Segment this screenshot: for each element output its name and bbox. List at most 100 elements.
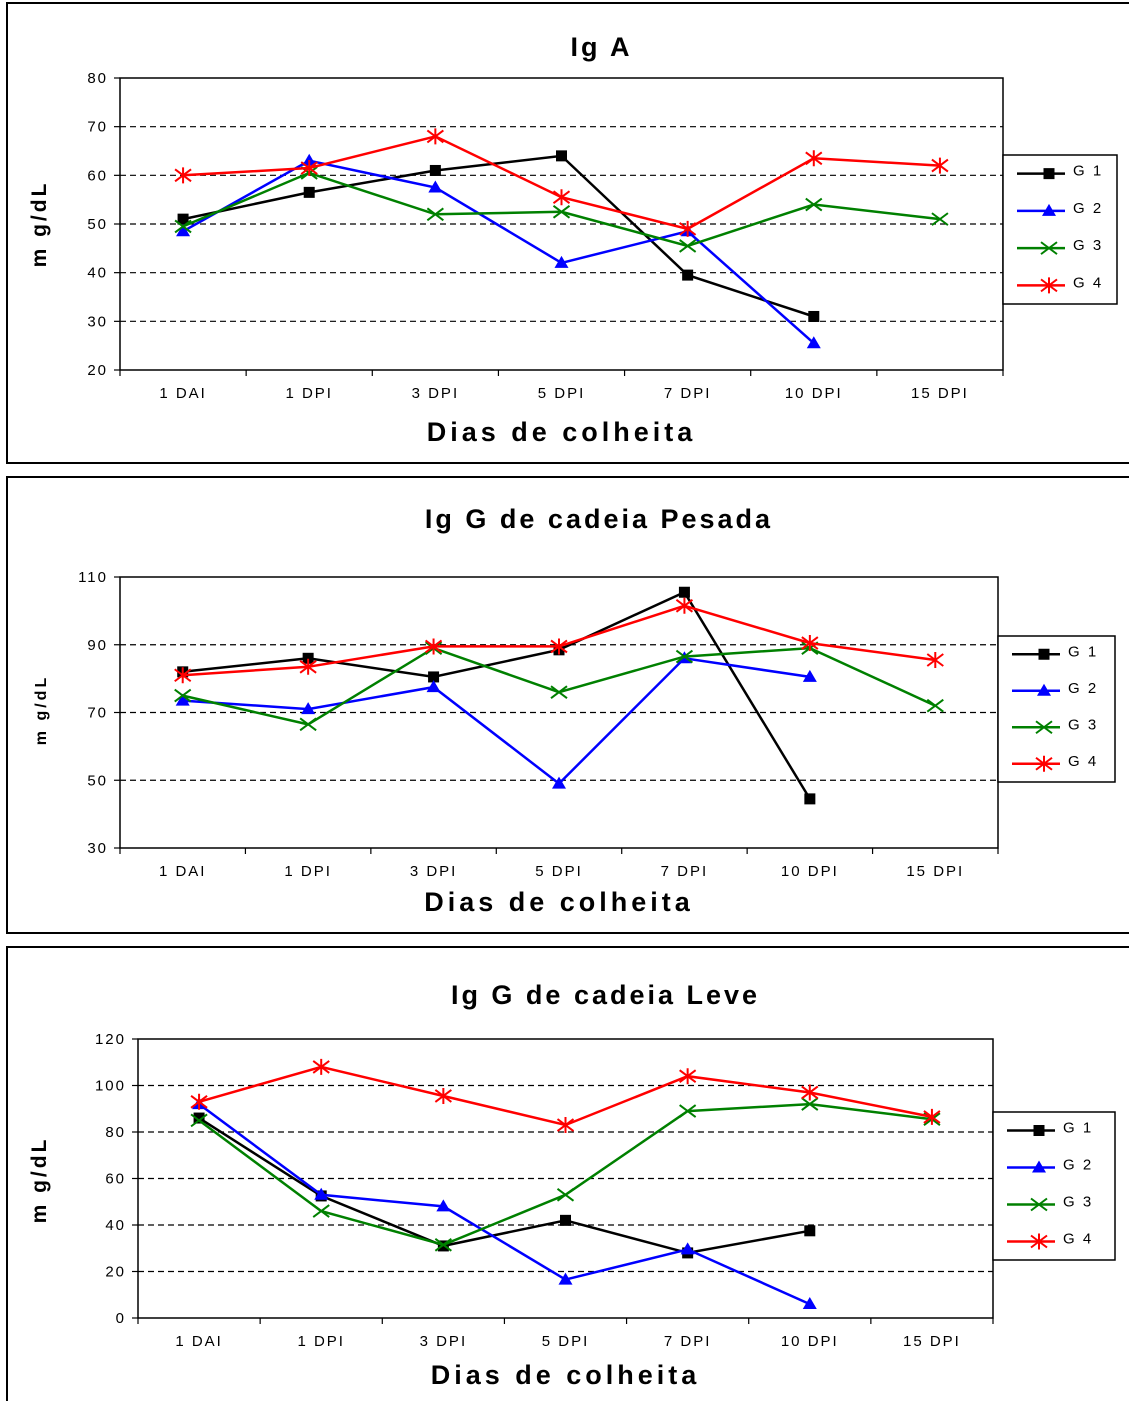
legend-marker-g1 <box>1043 168 1055 180</box>
data-point-g1 <box>556 150 567 162</box>
data-point-g1 <box>804 1225 816 1237</box>
legend-marker-g4 <box>1030 1233 1048 1250</box>
x-tick-label: 7 DPI <box>661 863 709 880</box>
legend-marker-g2 <box>1032 1160 1046 1173</box>
data-point-g2 <box>806 336 821 349</box>
data-point-g3 <box>675 649 694 664</box>
data-point-g4 <box>424 638 443 655</box>
y-axis-label: m g/dL <box>28 181 51 268</box>
data-point-g4 <box>801 1084 819 1101</box>
data-point-g3 <box>190 1113 208 1128</box>
series-g1 <box>177 150 820 322</box>
chart-igg-leve: Ig G de cadeia Leve 0 20 40 60 80 100 120 1 DAI 1… <box>28 980 1116 1390</box>
data-point-g4 <box>552 189 571 206</box>
x-tick-label: 3 DPI <box>412 385 460 402</box>
data-point-g3 <box>312 1204 330 1218</box>
x-tick-label: 5 DPI <box>542 1333 590 1350</box>
legend-label-g3: G 3 <box>1063 1194 1093 1211</box>
data-point-g3 <box>805 197 823 212</box>
x-tick-label: 15 DPI <box>903 1333 961 1350</box>
y-tick-label: 20 <box>87 362 108 379</box>
data-point-g4 <box>923 1108 941 1125</box>
data-point-g2 <box>302 153 317 166</box>
y-axis-label: m g/dL <box>28 1137 51 1224</box>
y-tick-label: 30 <box>87 313 108 330</box>
data-point-g3 <box>679 239 697 253</box>
series-line-g1 <box>182 154 815 318</box>
data-point-g4 <box>926 651 944 668</box>
series-g4 <box>190 1058 941 1134</box>
data-point-g4 <box>805 150 823 167</box>
legend-box <box>1002 154 1118 305</box>
data-point-g1 <box>429 164 441 176</box>
series-g3 <box>174 641 944 732</box>
data-point-g4 <box>426 128 444 145</box>
data-point-g3 <box>931 212 949 226</box>
chart-title: Ig G de cadeia Leve <box>451 980 760 1010</box>
y-tick-label: 20 <box>105 1264 126 1281</box>
x-tick-label: 7 DPI <box>664 1333 712 1350</box>
legend-marker-g2 <box>1037 683 1051 696</box>
x-tick-label: 1 DAI <box>159 385 207 402</box>
data-point-g3 <box>556 1187 575 1202</box>
data-point-g2 <box>301 702 316 715</box>
data-point-g4 <box>190 1093 208 1110</box>
series-line-g2 <box>182 159 815 345</box>
legend-label-g3: G 3 <box>1068 716 1098 733</box>
legend-label-g2: G 2 <box>1068 680 1098 697</box>
series-line-g4 <box>198 1065 933 1127</box>
data-point-g3 <box>174 219 192 234</box>
series-g3 <box>174 166 949 253</box>
y-tick-label: 60 <box>105 1171 126 1188</box>
data-point-g1 <box>193 1112 205 1124</box>
series-g2 <box>192 1097 817 1310</box>
x-tick-label: 1 DAI <box>175 1333 223 1350</box>
legend-marker-g3 <box>1040 241 1058 255</box>
y-tick-label: 60 <box>87 167 108 184</box>
y-tick-label: 90 <box>87 637 108 654</box>
data-point-g4 <box>312 1058 330 1075</box>
x-axis-label: Dias de colheita <box>424 887 694 917</box>
x-tick-label: 15 DPI <box>906 863 964 880</box>
data-point-g1 <box>560 1214 571 1226</box>
y-tick-label: 40 <box>87 265 108 282</box>
y-tick-label: 30 <box>87 840 108 857</box>
legend-label-g2: G 2 <box>1063 1157 1093 1174</box>
series-line-g3 <box>182 171 941 248</box>
x-tick-label: 1 DPI <box>284 863 332 880</box>
data-point-g4 <box>675 597 694 614</box>
data-point-g1 <box>804 793 816 805</box>
y-tick-label: 80 <box>87 70 108 87</box>
series-g1 <box>177 586 816 805</box>
x-tick-label: 3 DPI <box>420 1333 468 1350</box>
legend-label-g4: G 4 <box>1073 274 1103 291</box>
series-line-g2 <box>198 1103 811 1306</box>
data-point-g3 <box>679 1104 697 1118</box>
series-line-g4 <box>183 135 940 231</box>
chart-igg-pesada: Ig G de cadeia Pesada 30 50 70 90 110 1 DAI 1 D… <box>33 504 1116 917</box>
y-tick-label: 50 <box>87 772 108 789</box>
data-point-g4 <box>174 167 192 184</box>
data-point-g3 <box>434 1237 452 1252</box>
series-line-g2 <box>182 656 811 786</box>
chart-iga: Ig A 20 30 40 50 60 70 80 1 DAI 1 DPI 3 DPI 5 DPI 7 … <box>28 32 1118 447</box>
data-point-g4 <box>550 638 568 655</box>
legend-box <box>992 1111 1116 1261</box>
data-point-g1 <box>177 213 189 225</box>
y-tick-label: 120 <box>95 1031 126 1048</box>
legend-marker-g2 <box>1042 203 1056 216</box>
data-point-g2 <box>176 224 191 237</box>
data-point-g2 <box>554 255 569 268</box>
y-tick-label: 100 <box>95 1078 126 1095</box>
series-g4 <box>174 597 944 684</box>
data-point-g4 <box>174 667 192 684</box>
legend-label-g1: G 1 <box>1073 163 1103 180</box>
x-tick-label: 1 DPI <box>285 385 333 402</box>
data-point-g2 <box>314 1187 329 1200</box>
data-point-g1 <box>428 671 440 683</box>
x-tick-label: 5 DPI <box>535 863 583 880</box>
legend-marker-g1 <box>1033 1125 1045 1136</box>
data-point-g3 <box>552 205 571 219</box>
legend-marker-g3 <box>1030 1197 1048 1212</box>
data-point-g4 <box>434 1087 452 1104</box>
